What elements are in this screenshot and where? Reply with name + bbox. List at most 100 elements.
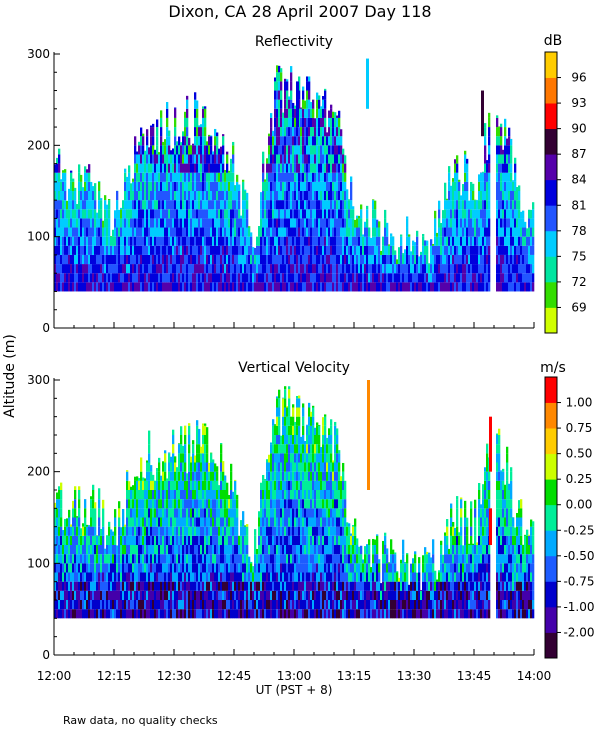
data-cell [116,273,119,283]
data-cell [324,136,327,146]
data-cell [466,191,469,201]
data-cell [290,236,293,246]
data-cell [522,264,525,274]
data-cell [196,590,199,600]
data-cell [168,490,171,500]
data-cell [414,264,417,274]
data-cell [128,499,131,509]
data-cell [128,273,131,283]
data-cell [242,545,245,555]
data-cell [254,581,257,591]
data-cell [126,245,129,255]
data-cell [196,209,199,219]
data-cell [210,590,213,600]
data-cell [400,245,403,255]
data-cell [516,227,519,237]
data-cell [214,526,217,536]
data-cell [388,264,391,274]
data-cell [86,609,89,619]
data-cell [310,154,313,164]
data-cell [254,600,257,610]
data-cell [58,154,61,164]
data-cell [350,254,353,265]
data-cell [518,236,521,246]
data-cell [264,535,267,545]
data-cell [312,163,315,173]
data-cell [208,145,211,155]
data-cell [198,282,201,292]
data-cell [270,282,273,292]
data-cell [192,163,195,173]
data-cell [482,200,485,210]
data-cell [266,480,269,490]
data-cell [506,200,509,210]
data-cell [346,245,349,255]
data-cell [480,245,483,255]
data-cell [284,136,287,146]
data-cell [132,526,135,536]
data-cell [448,191,451,201]
data-cell [194,181,197,191]
data-cell [498,136,501,146]
data-cell [130,227,133,237]
data-cell [302,86,305,91]
data-cell [124,282,127,292]
data-cell [458,245,461,255]
data-cell [128,218,131,228]
data-cell [146,572,149,582]
data-cell [190,191,193,201]
data-cell [210,581,213,591]
data-cell [324,145,327,155]
data-cell [150,125,153,128]
data-cell [244,227,247,237]
data-cell [372,209,375,219]
data-cell [482,273,485,283]
data-cell [358,245,361,255]
data-cell [452,254,455,265]
data-cell [288,191,291,201]
data-cell [476,254,479,265]
data-cell [140,181,143,191]
data-cell [188,572,191,582]
data-cell [182,471,185,481]
data-cell [300,172,303,182]
data-cell [210,452,213,454]
data-cell [82,563,85,573]
data-cell [214,490,217,500]
data-cell [510,245,513,255]
data-cell [388,282,391,292]
data-cell [242,254,245,265]
data-cell [142,200,145,210]
data-cell [448,236,451,246]
data-cell [220,535,223,545]
data-cell [58,236,61,246]
data-cell [292,145,295,155]
data-cell [496,200,499,210]
data-cell [242,245,245,255]
data-cell [200,600,203,610]
data-cell [152,480,155,490]
data-cell [152,508,155,518]
data-cell [144,600,147,610]
data-cell [156,163,159,173]
data-cell [78,209,81,219]
data-cell [310,218,313,228]
data-cell [188,218,191,228]
data-cell [314,163,317,173]
data-cell [286,145,289,155]
data-cell [456,191,459,201]
data-cell [148,282,151,292]
data-cell [78,590,81,600]
data-cell [78,191,81,201]
data-cell [290,154,293,164]
data-cell [176,236,179,246]
data-cell [292,127,295,137]
data-cell [288,172,291,182]
data-cell [88,227,91,237]
data-cell [92,264,95,274]
data-cell [372,200,375,210]
data-cell [214,471,217,481]
data-cell [146,254,149,265]
data-cell [94,526,97,536]
data-cell [386,254,389,265]
